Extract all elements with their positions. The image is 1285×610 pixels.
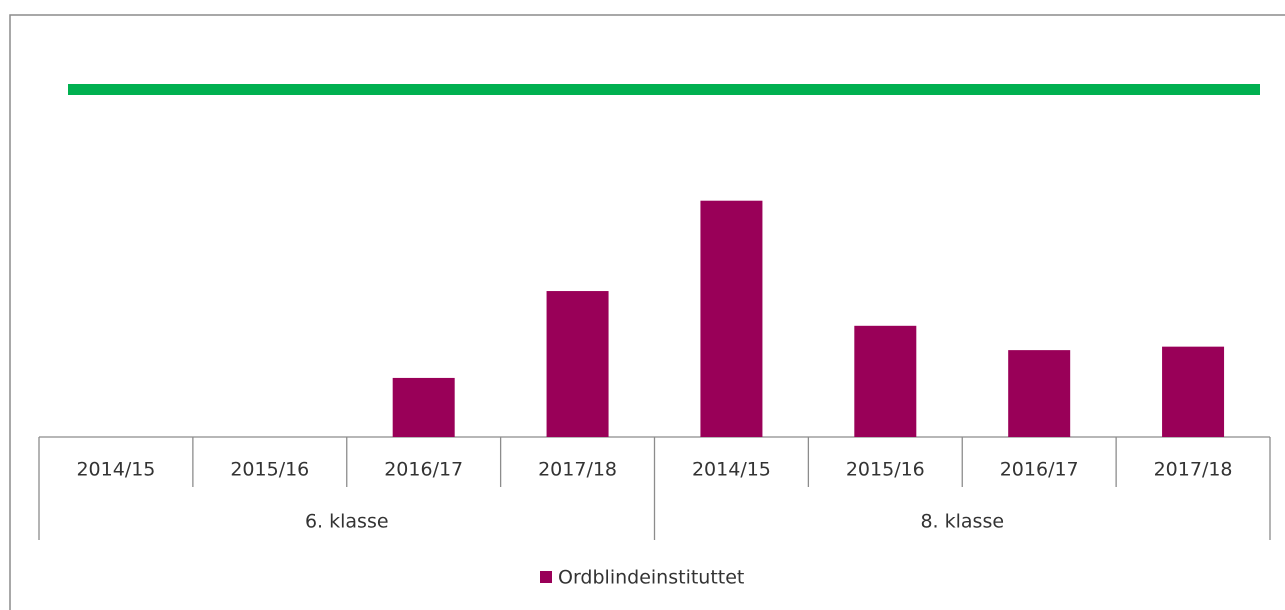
legend-swatch (540, 571, 552, 583)
bar (1162, 346, 1225, 437)
bar (546, 291, 609, 437)
chart-border (9, 14, 1285, 610)
group-label: 6. klasse (305, 511, 389, 533)
x-tick-label: 2014/15 (76, 459, 155, 481)
bar (392, 377, 455, 437)
x-tick-label: 2016/17 (384, 459, 463, 481)
x-tick-label: 2017/18 (538, 459, 617, 481)
x-tick-label: 2015/16 (230, 459, 309, 481)
x-tick-label: 2015/16 (846, 459, 925, 481)
group-label: 8. klasse (920, 511, 1004, 533)
x-tick-label: 2016/17 (1000, 459, 1079, 481)
bar (854, 325, 917, 437)
legend-label: Ordblindeinstituttet (558, 567, 744, 589)
bar (700, 200, 763, 437)
x-tick-label: 2017/18 (1154, 459, 1233, 481)
bar (1008, 350, 1071, 437)
x-tick-label: 2014/15 (692, 459, 771, 481)
